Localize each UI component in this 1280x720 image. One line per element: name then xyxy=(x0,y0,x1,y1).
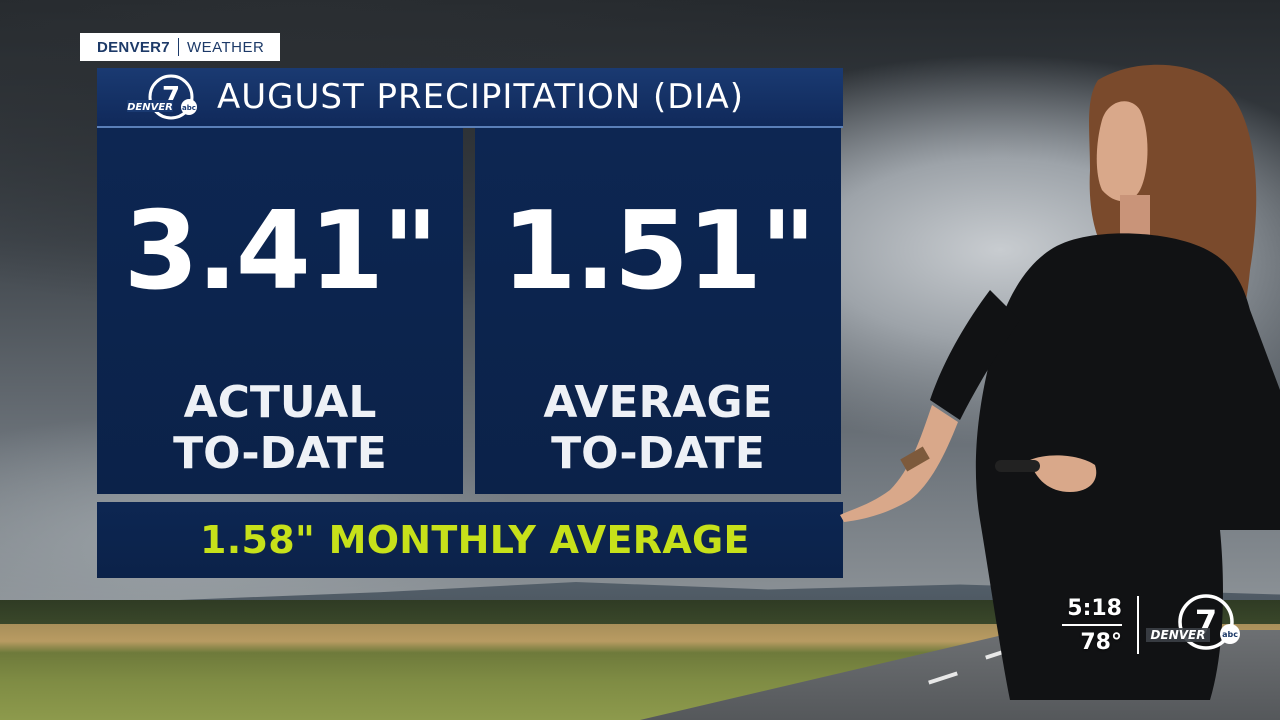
average-panel: 1.51" AVERAGE TO-DATE xyxy=(475,128,841,494)
time-temp-bug: 5:18 78° 7 DENVER abc xyxy=(1060,592,1260,662)
denver7-logo-icon: 7 DENVER abc xyxy=(127,74,197,120)
monthly-average-text: 1.58" MONTHLY AVERAGE xyxy=(200,518,750,562)
average-value: 1.51" xyxy=(501,189,817,314)
actual-panel: 3.41" ACTUAL TO-DATE xyxy=(97,128,463,494)
graphic-title: AUGUST PRECIPITATION (DIA) xyxy=(217,77,744,117)
actual-value: 3.41" xyxy=(123,189,439,314)
actual-label-line1: ACTUAL xyxy=(183,377,377,428)
average-label-line2: TO-DATE xyxy=(551,427,765,479)
weather-presenter xyxy=(840,64,1280,700)
graphic-title-bar: 7 DENVER abc AUGUST PRECIPITATION (DIA) xyxy=(97,68,843,128)
current-temperature: 78° xyxy=(1080,630,1122,655)
monthly-average-bar: 1.58" MONTHLY AVERAGE xyxy=(97,502,843,578)
station-brand-tag: DENVER7 WEATHER xyxy=(80,33,280,61)
svg-text:abc: abc xyxy=(1222,630,1238,639)
station-name: DENVER7 xyxy=(97,38,170,56)
average-label: AVERAGE TO-DATE xyxy=(475,377,841,479)
svg-text:abc: abc xyxy=(182,104,196,112)
actual-label: ACTUAL TO-DATE xyxy=(97,377,463,479)
brand-separator xyxy=(177,38,179,56)
bug-divider-vertical xyxy=(1137,596,1139,654)
denver7-bug-logo-icon: 7 DENVER abc xyxy=(1146,594,1240,650)
section-name: WEATHER xyxy=(186,38,265,56)
actual-label-line2: TO-DATE xyxy=(173,427,387,479)
svg-text:DENVER: DENVER xyxy=(127,102,173,113)
current-time: 5:18 xyxy=(1067,596,1122,621)
average-label-line1: AVERAGE xyxy=(543,377,773,428)
bug-divider-horizontal xyxy=(1062,624,1122,626)
svg-text:DENVER: DENVER xyxy=(1151,628,1206,642)
